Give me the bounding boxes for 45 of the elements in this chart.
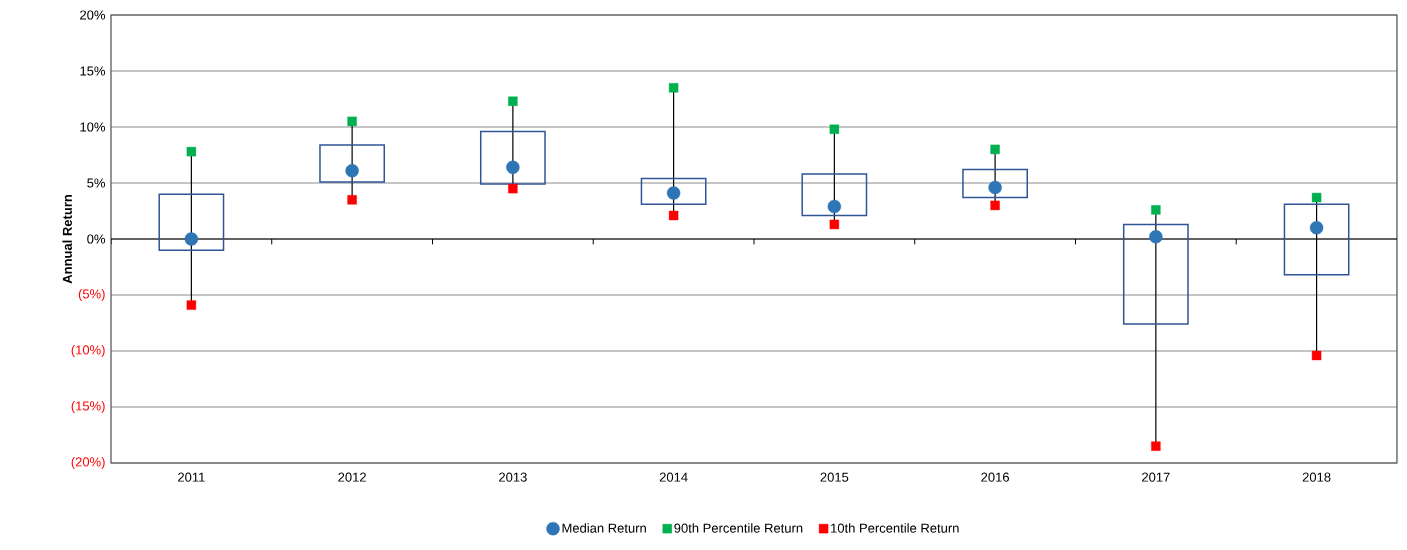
point [990, 144, 1000, 155]
point [506, 160, 520, 175]
point [184, 232, 199, 246]
y-tick-label: (15%) [71, 400, 105, 414]
point [1311, 192, 1322, 203]
legend-label: 90th Percentile Return [674, 523, 803, 533]
point [1149, 230, 1163, 244]
point [1151, 441, 1161, 451]
y-tick-label: 20% [80, 10, 106, 20]
point [186, 146, 197, 157]
x-tick-label: 2013 [499, 472, 527, 482]
legend-label: Median Return [562, 523, 646, 533]
point [1311, 350, 1322, 361]
y-tick-label: (5%) [78, 288, 105, 302]
point [668, 83, 679, 93]
point [347, 195, 357, 205]
y-tick-label: 5% [87, 178, 106, 188]
point [990, 200, 1000, 211]
y-tick-label: (20%) [71, 456, 105, 470]
point [508, 183, 518, 194]
x-tick-label: 2016 [981, 472, 1009, 482]
x-tick-label: 2018 [1302, 472, 1331, 482]
legend-label: 10th Percentile Return [831, 523, 959, 533]
point [827, 199, 842, 214]
y-tick-label: (10%) [71, 344, 105, 358]
point [668, 210, 679, 221]
point [829, 219, 840, 230]
point [988, 180, 1002, 195]
point [829, 124, 840, 134]
x-tick-label: 2011 [178, 472, 205, 482]
y-tick-label: 0% [87, 234, 106, 244]
x-tick-label: 2012 [338, 472, 366, 482]
y-tick-label: 15% [80, 66, 106, 76]
point [1151, 205, 1161, 215]
point [508, 96, 518, 106]
point [345, 163, 359, 178]
point [347, 116, 357, 127]
point [666, 186, 681, 200]
point [186, 300, 197, 310]
x-tick-label: 2017 [1142, 472, 1170, 482]
point [1309, 221, 1324, 235]
x-tick-label: 2015 [820, 472, 849, 482]
y-tick-label: 10% [80, 122, 106, 132]
y-axis-title: Annual Return [62, 195, 72, 284]
x-tick-label: 2014 [659, 472, 688, 482]
